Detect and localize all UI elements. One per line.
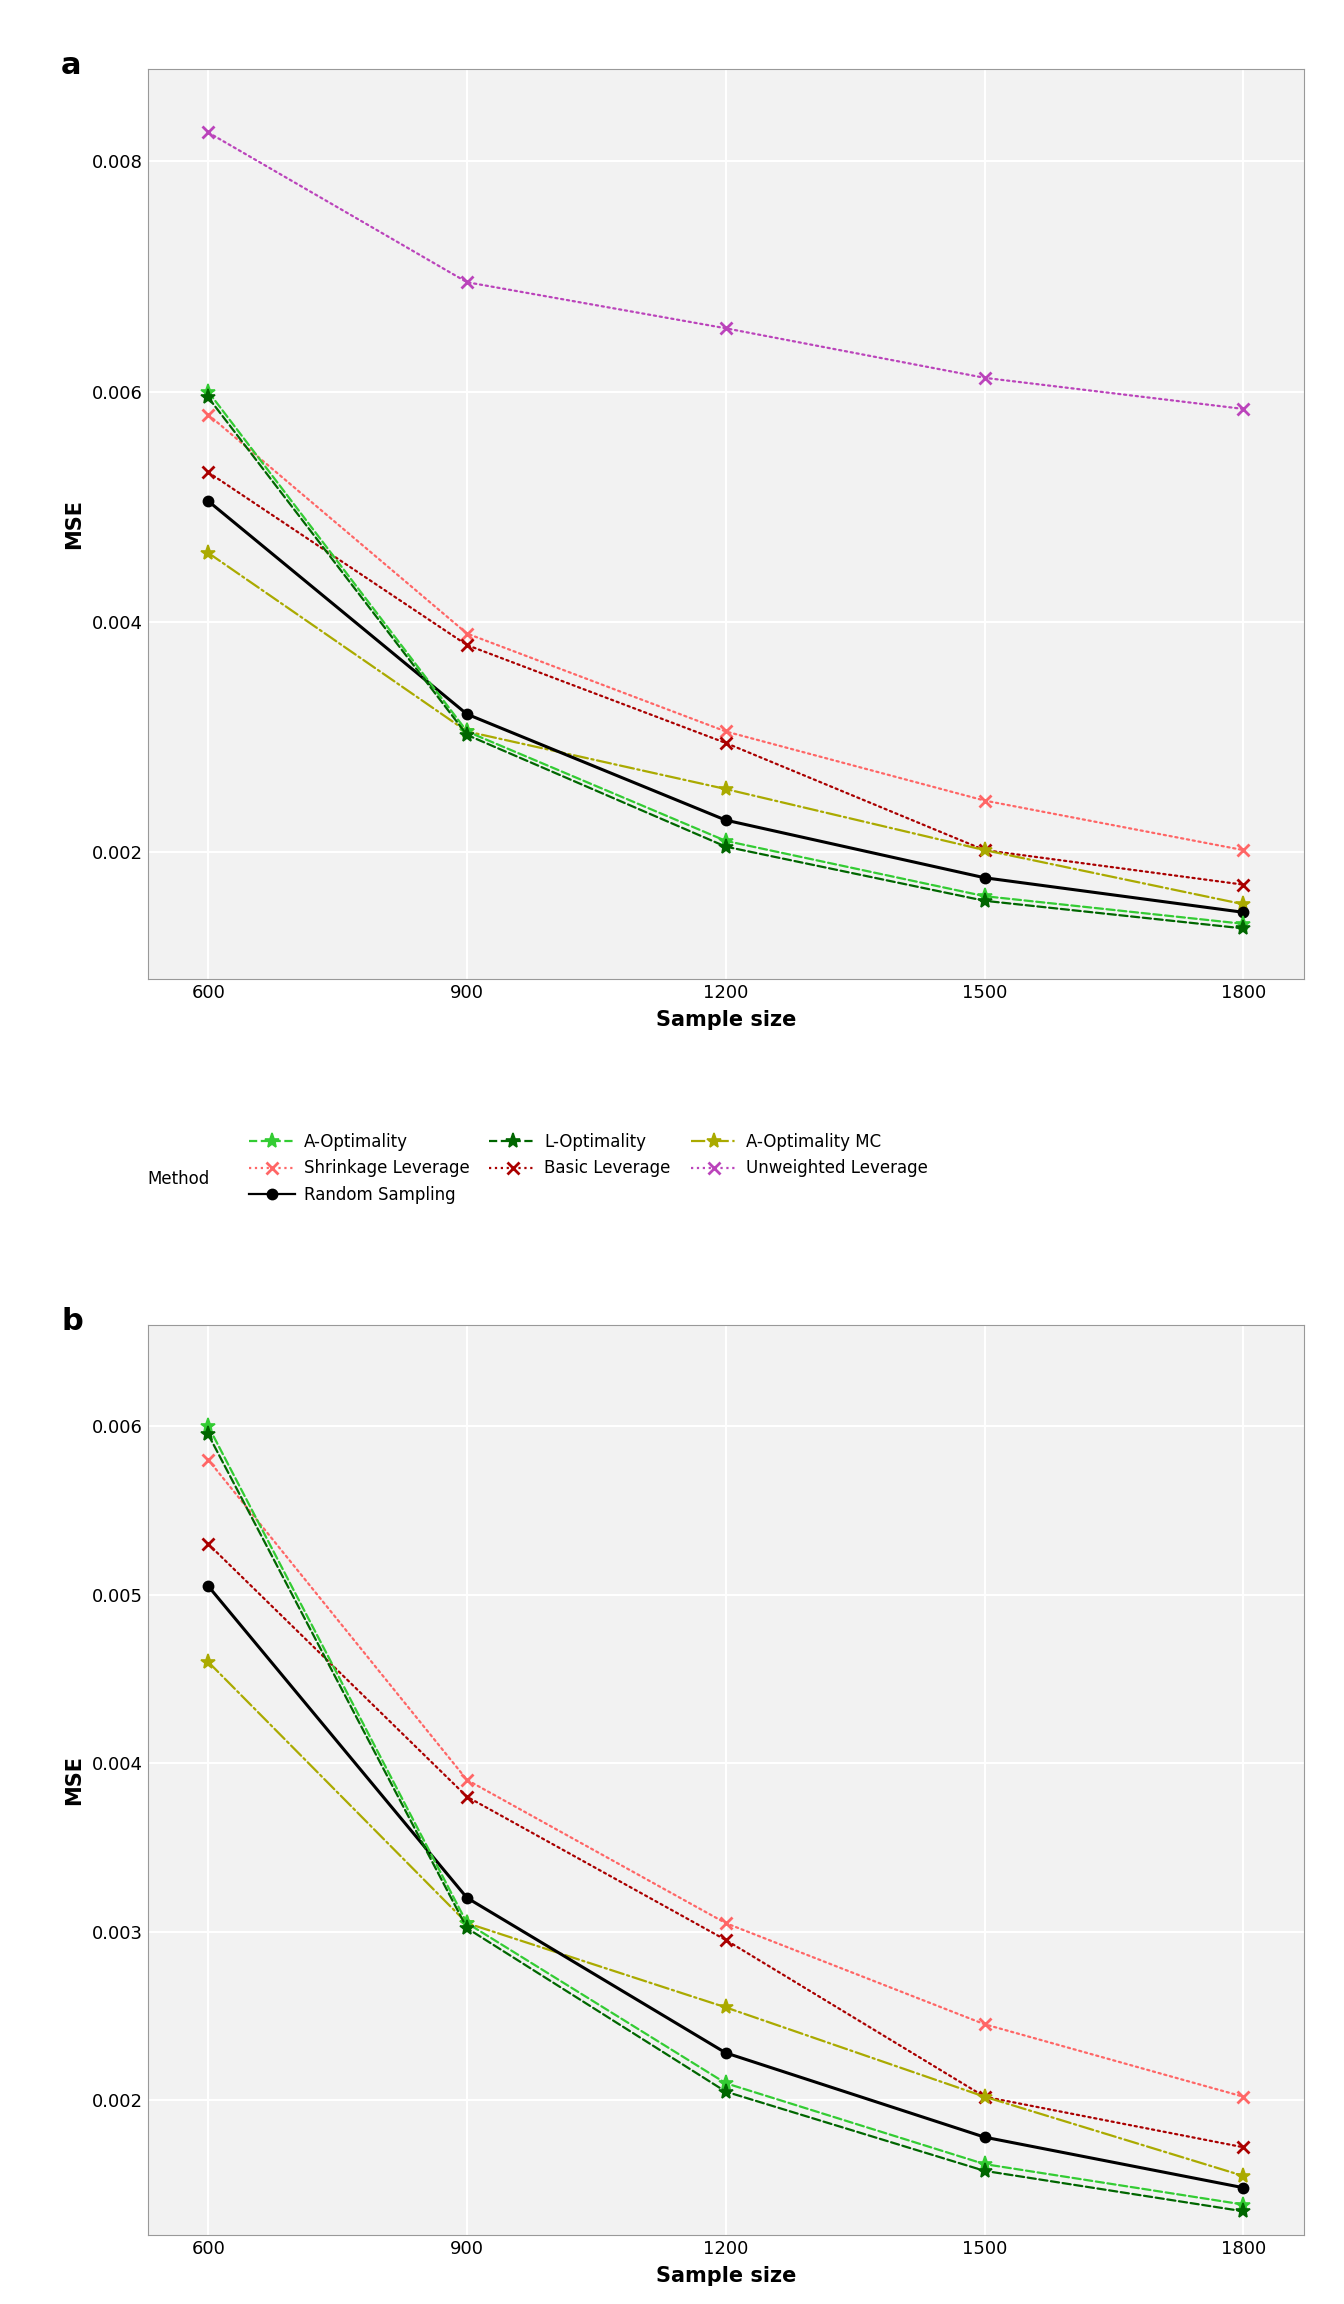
Text: b: b — [62, 1306, 83, 1336]
X-axis label: Sample size: Sample size — [656, 2267, 796, 2286]
Y-axis label: MSE: MSE — [63, 1756, 83, 1804]
X-axis label: Sample size: Sample size — [656, 1009, 796, 1030]
Legend: A-Optimality, Shrinkage Leverage, Random Sampling, L-Optimality, Basic Leverage,: A-Optimality, Shrinkage Leverage, Random… — [249, 1134, 927, 1203]
Y-axis label: MSE: MSE — [63, 500, 83, 548]
Text: Method: Method — [148, 1170, 210, 1189]
Text: a: a — [62, 51, 82, 81]
